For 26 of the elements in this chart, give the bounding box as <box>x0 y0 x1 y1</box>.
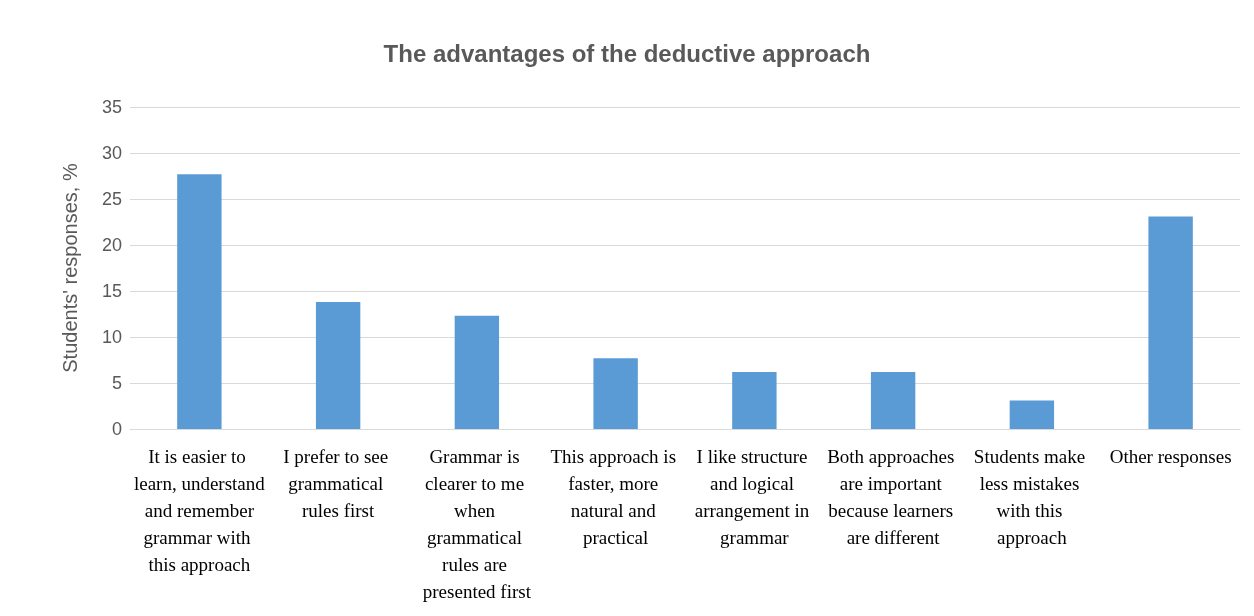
y-tick-label: 0 <box>111 419 122 439</box>
bar <box>177 174 222 429</box>
y-tick-label: 35 <box>101 97 122 117</box>
bar <box>1148 216 1193 429</box>
y-axis-title: Students' responses, % <box>59 163 81 373</box>
x-tick-label: Grammar is clearer to me when grammatical rules are presented first <box>422 446 532 602</box>
y-tick-label: 20 <box>101 235 122 255</box>
bar <box>593 358 638 429</box>
x-tick-label: I prefer to see grammatical rules first <box>283 446 393 521</box>
y-tick-label: 5 <box>111 373 122 393</box>
x-tick-label: Students make less mistakes with this approach <box>973 446 1090 548</box>
bar <box>315 302 361 429</box>
x-tick-label: This approach is faster, more natural and practical <box>550 446 681 548</box>
x-tick-label: I like structure and logical arrangement in grammar <box>694 446 814 548</box>
x-tick-label: Both approaches are important because learners are different <box>827 446 960 548</box>
chart-title: The advantages of the deductive approach <box>383 39 871 67</box>
x-tick-label: Other responses <box>1109 446 1232 467</box>
bar <box>454 315 500 429</box>
y-tick-label: 15 <box>101 281 122 301</box>
bar <box>732 371 777 429</box>
y-tick-label: 10 <box>101 327 122 347</box>
x-tick-label: It is easier to learn, understand and remember grammar with this approach <box>133 446 266 575</box>
y-tick-label: 25 <box>101 189 122 209</box>
bar <box>870 371 916 429</box>
bar <box>1009 400 1055 429</box>
y-tick-label: 30 <box>101 143 122 163</box>
